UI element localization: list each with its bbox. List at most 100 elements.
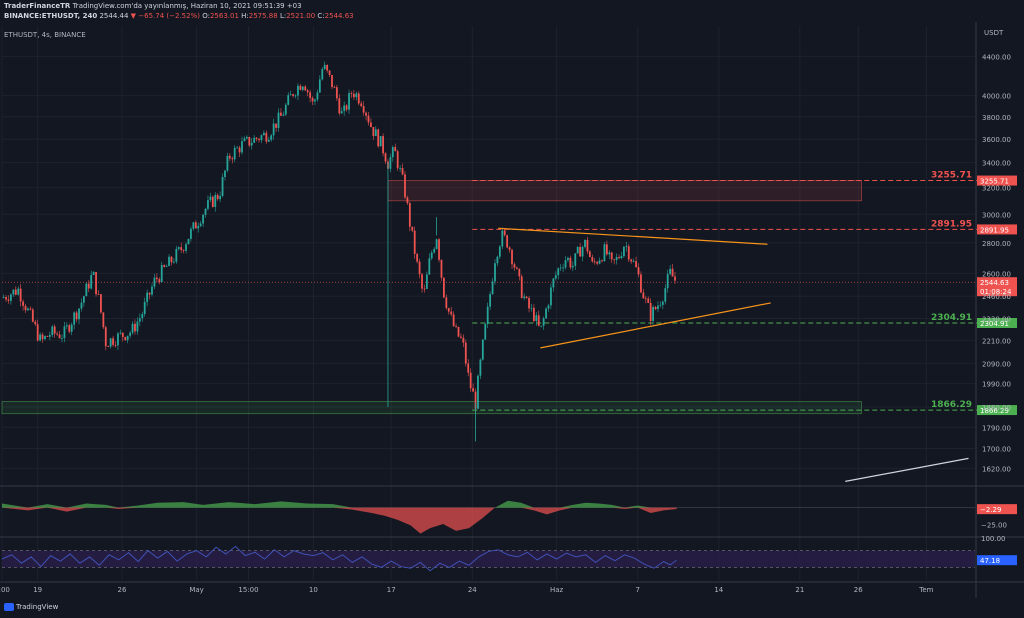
candle-body	[428, 258, 431, 275]
candle-body	[501, 230, 504, 247]
candle-body	[584, 239, 586, 247]
candle-body	[654, 306, 657, 310]
candle-body	[353, 93, 355, 98]
time-axis-tick: 24	[468, 586, 477, 594]
candle-body	[511, 249, 513, 265]
candle-body	[418, 261, 421, 275]
candle-body	[367, 115, 370, 123]
candle-body	[277, 112, 280, 128]
candle-body	[231, 158, 234, 160]
price-axis-tick: 3000.00	[982, 211, 1011, 219]
candle-body	[309, 92, 312, 98]
axis-tag-bg	[977, 224, 1017, 235]
candle-body	[175, 248, 178, 262]
candle-body	[433, 248, 436, 253]
candle-body	[362, 106, 365, 113]
candle-body	[494, 263, 496, 282]
candle-body	[657, 305, 659, 310]
candle-body	[625, 246, 628, 248]
candle-body	[608, 252, 611, 255]
candle-body	[216, 194, 219, 200]
candle-body	[479, 359, 482, 376]
candle-body	[348, 93, 350, 110]
time-axis-tick: 14	[714, 586, 723, 594]
candle-body	[498, 246, 501, 257]
candle-body	[78, 308, 80, 320]
candle-body	[567, 257, 569, 261]
candle-body	[311, 97, 314, 102]
candle-body	[10, 294, 12, 301]
candle-body	[674, 276, 676, 281]
candle-body	[221, 176, 224, 197]
candle-body	[275, 123, 277, 128]
candle-body	[508, 247, 511, 250]
candle-body	[503, 230, 506, 236]
candle-body	[464, 342, 467, 364]
axis-tag-2891.95: 2891.95	[980, 226, 1009, 234]
symbol-line: BINANCE:ETHUSDT, 240	[4, 12, 98, 20]
tradingview-logo[interactable]: TradingView	[4, 603, 58, 611]
candle-body	[401, 168, 404, 175]
trendlines[interactable]	[498, 227, 969, 482]
candle-body	[389, 157, 392, 169]
candle-body	[73, 312, 76, 325]
candle-body	[540, 325, 543, 327]
candle-body	[596, 261, 599, 264]
level-label-2891.95: 2891.95	[931, 219, 972, 229]
candle-body	[14, 289, 17, 295]
candle-body	[97, 294, 100, 295]
candle-body	[68, 325, 71, 332]
candle-body	[445, 297, 448, 309]
currency-label: USDT	[984, 29, 1004, 37]
candle-body	[272, 123, 275, 136]
tradingview-logo-icon	[4, 603, 14, 611]
time-axis-tick: 17	[387, 586, 396, 594]
candle-body	[143, 302, 146, 315]
axis-tag-bg	[977, 175, 1017, 186]
candle-body	[408, 203, 411, 227]
candle-body	[202, 214, 204, 224]
candle-body	[404, 174, 406, 198]
price-axis-tick: 2090.00	[982, 360, 1011, 368]
candle-body	[481, 339, 484, 360]
candle-body	[24, 305, 27, 311]
candle-body	[204, 208, 207, 215]
l-value: 2521.00	[286, 12, 316, 20]
candle-body	[537, 315, 540, 326]
candle-body	[304, 86, 307, 91]
candle-body	[44, 336, 46, 340]
candle-body	[642, 292, 645, 299]
candle-body	[535, 315, 538, 322]
candle-body	[350, 93, 353, 94]
candle-body	[100, 294, 102, 313]
candle-body	[314, 99, 316, 102]
candle-body	[34, 321, 37, 325]
level-label-2304.91: 2304.91	[931, 313, 972, 323]
candle-body	[644, 298, 647, 300]
candle-body	[265, 132, 268, 142]
candle-body	[146, 292, 149, 303]
candle-body	[131, 323, 134, 333]
candle-body	[627, 246, 630, 260]
o-label: O:	[202, 12, 210, 20]
candle-body	[513, 264, 516, 268]
candle-body	[192, 222, 195, 229]
candle-body	[82, 296, 85, 303]
time-axis-tick: Tem	[918, 586, 933, 594]
published-text: TradingView.com'da yayınlanmış, Haziran …	[72, 2, 302, 10]
candle-body	[292, 94, 294, 96]
price-levels: 3255.71 3255.71 2891.95 2891.95 2304.91 2304.…	[2, 171, 1017, 416]
candle-body	[190, 228, 192, 239]
candle-body	[489, 294, 492, 307]
candle-body	[472, 388, 474, 392]
candle-body	[486, 306, 489, 324]
candle-body	[379, 136, 382, 147]
candle-body	[443, 277, 445, 298]
price-axis-tick: 2460.00	[982, 293, 1011, 301]
candle-body	[528, 297, 530, 309]
candle-body	[430, 252, 433, 259]
candle-body	[635, 261, 637, 268]
candle-body	[603, 244, 606, 262]
candle-body	[95, 272, 97, 295]
